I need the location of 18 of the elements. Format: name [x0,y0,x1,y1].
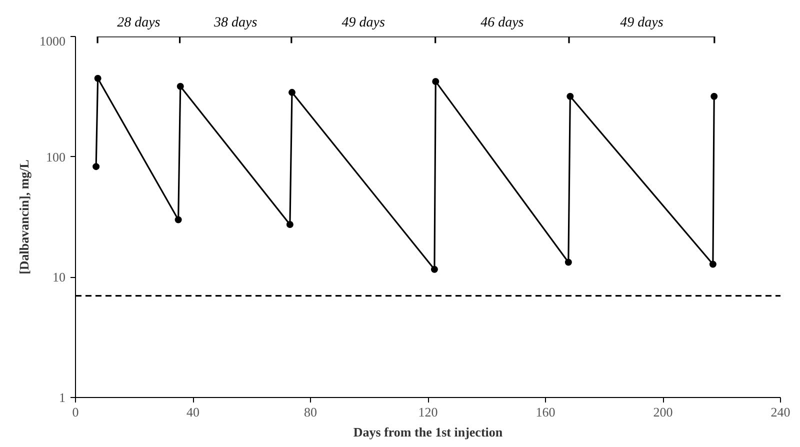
y-tick-label: 10 [52,270,66,285]
x-tick-label: 40 [186,404,200,420]
annotation: 28 days [117,16,161,30]
x-tick-label: 80 [304,404,317,420]
annotation: 49 days [342,16,386,30]
y-axis-title: [Dalbavancin], mg/L [16,159,32,274]
x-axis-title: Days from the 1st injection [353,424,504,440]
annotation: 49 days [620,16,664,30]
y-tick-label: 1 [59,390,66,405]
x-tick-label: 120 [418,404,438,420]
x-tick-label: 240 [770,404,790,420]
x-tick-label: 0 [72,404,79,420]
y-tick-label: 100 [46,149,66,164]
annotation: 46 days [480,16,524,30]
y-tick-label: 1000 [40,34,66,48]
annotation: 38 days [213,16,258,30]
x-tick-label: 160 [536,404,556,420]
x-tick-label: 200 [653,404,673,420]
